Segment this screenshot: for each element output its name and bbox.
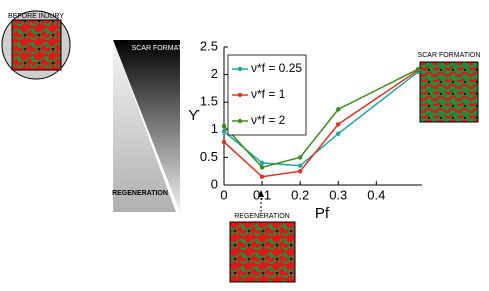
x-tick-label: 0.3 (329, 187, 347, 202)
annotation: SCAR FORMATION (418, 52, 481, 59)
x-tick-label: 0.4 (367, 187, 385, 202)
x-tick-label: 0.2 (291, 187, 309, 202)
y-tick-label: 0.5 (200, 149, 218, 164)
legend-marker (237, 92, 243, 98)
point (297, 163, 303, 168)
annotation: SCAR FORMATION (132, 45, 195, 52)
y-tick-label: 2.5 (200, 38, 218, 53)
point (259, 165, 265, 170)
point (336, 131, 341, 136)
point (297, 169, 303, 174)
x-tick-label: 0 (220, 187, 227, 202)
point (221, 139, 227, 145)
regeneration-image: REGENERATION (229, 190, 296, 283)
y-tick-label: 0 (211, 176, 218, 191)
annotation: BEFORE INJURY (8, 13, 64, 20)
gradient-wedge: SCAR FORMATION REGENERATION (112, 40, 194, 212)
y-tick-label: 1.5 (200, 94, 218, 109)
point (221, 129, 227, 134)
legend-label: ν*f = 1 (251, 87, 286, 101)
point (297, 155, 303, 160)
legend-label: ν*f = 2 (251, 113, 286, 127)
x-tick-label: 0.1 (253, 187, 271, 202)
before-injury: BEFORE INJURY (1, 10, 71, 80)
legend-label: ν*f = 0.25 (251, 61, 302, 75)
legend-marker (237, 66, 243, 72)
point (259, 174, 265, 179)
point (259, 160, 265, 166)
x-axis-label: Pf (315, 205, 330, 222)
point (221, 123, 227, 129)
y-axis-label: ϒ (188, 107, 200, 124)
scar-image: SCAR FORMATION (418, 52, 481, 123)
legend-marker (237, 118, 243, 124)
plot: Pf ϒ 0 0.5 1 1.5 2 2.5 0 0.1 0.2 0.3 0.4 ν*f = 0.25… (188, 38, 422, 222)
annotation: REGENERATION (234, 213, 290, 220)
y-tick-label: 2 (211, 66, 218, 81)
annotation: REGENERATION (112, 190, 168, 197)
y-tick-label: 1 (211, 121, 218, 136)
point (336, 107, 341, 112)
point (415, 66, 421, 72)
point (336, 122, 341, 127)
